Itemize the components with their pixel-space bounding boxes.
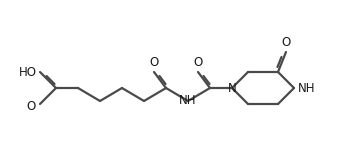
Text: NH: NH: [179, 95, 197, 108]
Text: O: O: [149, 56, 159, 69]
Text: O: O: [282, 36, 291, 49]
Text: NH: NH: [298, 82, 316, 95]
Text: O: O: [193, 56, 203, 69]
Text: O: O: [27, 100, 36, 113]
Text: N: N: [228, 82, 236, 95]
Text: HO: HO: [19, 66, 37, 78]
